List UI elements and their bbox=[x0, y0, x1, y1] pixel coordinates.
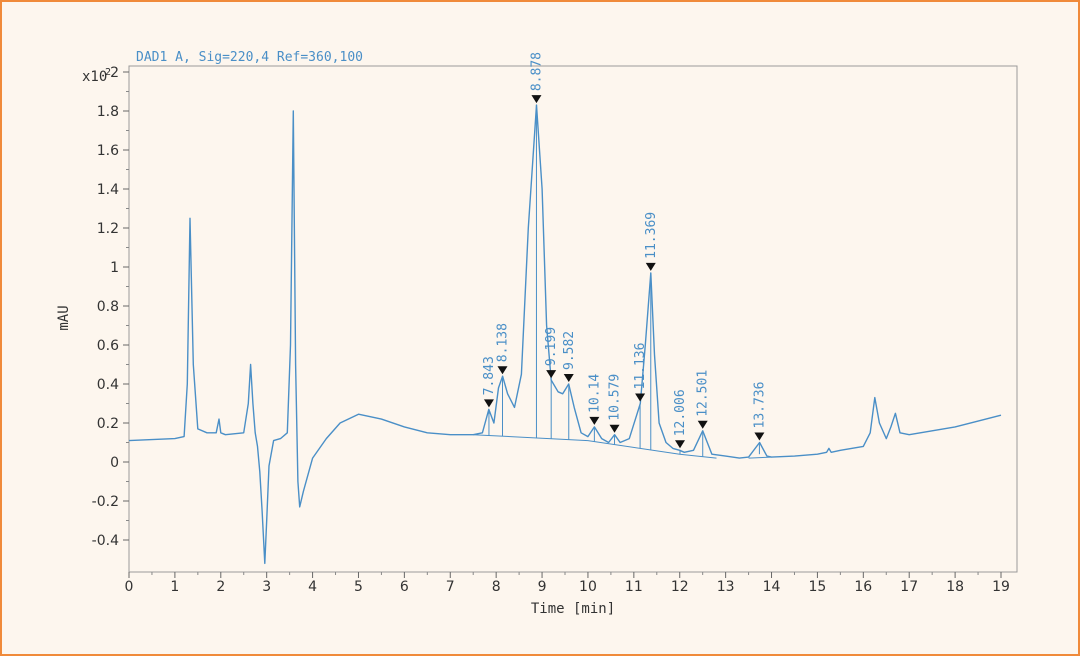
peak-marker-icon bbox=[754, 432, 765, 441]
peak-label: 13.736 bbox=[752, 382, 767, 429]
x-axis-title: Time [min] bbox=[531, 601, 615, 617]
integration-baseline-1 bbox=[748, 456, 772, 459]
x-tick-label: 18 bbox=[946, 579, 964, 595]
peak-label: 9.582 bbox=[562, 331, 577, 370]
y-tick-label: -0.2 bbox=[92, 494, 119, 510]
axes-group: 0 1 2 3 4 5 6 7 8 9 10 11 12 13 14 15 16 17 18 19-0.4-0.200… bbox=[92, 65, 1010, 595]
x-tick-label: 9 bbox=[538, 579, 547, 595]
x-tick-label: 1 bbox=[170, 579, 179, 595]
peak-label: 12.006 bbox=[673, 389, 688, 436]
y-tick-label: 1.6 bbox=[97, 143, 119, 159]
peak-label: 9.199 bbox=[544, 327, 559, 366]
y-tick-label: 0.8 bbox=[97, 299, 119, 315]
x-tick-label: 0 bbox=[125, 579, 134, 595]
signal-trace-group bbox=[128, 104, 1002, 565]
y-tick-label: -0.4 bbox=[92, 533, 119, 549]
y-tick-label: 0.2 bbox=[97, 416, 119, 432]
peak-label: 10.579 bbox=[608, 374, 623, 421]
y-exponent-label: 2 bbox=[105, 67, 111, 78]
peak-label: 11.369 bbox=[644, 212, 659, 259]
peak-marker-icon bbox=[675, 440, 686, 449]
peak-marker-icon bbox=[635, 393, 646, 402]
signal-title: DAD1 A, Sig=220,4 Ref=360,100 bbox=[136, 50, 363, 65]
y-tick-label: 0 bbox=[110, 455, 119, 471]
x-tick-label: 17 bbox=[900, 579, 918, 595]
peak-dropline-group bbox=[488, 105, 760, 457]
peak-marker-icon bbox=[497, 366, 508, 375]
x-tick-label: 19 bbox=[992, 579, 1010, 595]
x-tick-label: 12 bbox=[671, 579, 689, 595]
x-tick-label: 6 bbox=[400, 579, 409, 595]
x-tick-label: 4 bbox=[308, 579, 317, 595]
x-tick-label: 13 bbox=[717, 579, 735, 595]
y-tick-label: 2 bbox=[110, 65, 119, 81]
peak-marker-icon bbox=[483, 399, 494, 408]
peak-marker-icon bbox=[589, 416, 600, 425]
peak-label: 8.138 bbox=[495, 323, 510, 362]
y-tick-label: 1 bbox=[110, 260, 119, 276]
signal-trace-0 bbox=[128, 104, 1002, 565]
y-tick-label: 1.4 bbox=[97, 182, 119, 198]
peak-marker-icon bbox=[609, 424, 620, 433]
peak-marker-icon bbox=[531, 95, 542, 104]
peak-marker-icon bbox=[563, 374, 574, 382]
y-tick-label: 0.4 bbox=[97, 377, 119, 393]
plot-area bbox=[128, 65, 1018, 573]
x-tick-label: 14 bbox=[763, 579, 781, 595]
peak-label: 8.878 bbox=[529, 52, 544, 91]
peak-label: 10.14 bbox=[587, 374, 602, 413]
baseline-group bbox=[473, 434, 772, 459]
y-tick-label: 1.8 bbox=[97, 104, 119, 120]
x-tick-label: 3 bbox=[262, 579, 271, 595]
peak-label: 12.501 bbox=[696, 370, 711, 417]
peak-marker-icon bbox=[546, 370, 557, 379]
y-axis-title: mAU bbox=[56, 305, 72, 330]
y-tick-label: 1.2 bbox=[97, 221, 119, 237]
x-tick-label: 8 bbox=[492, 579, 501, 595]
peak-label: 7.843 bbox=[482, 356, 497, 395]
integration-baseline-0 bbox=[473, 434, 717, 459]
x-tick-label: 11 bbox=[625, 579, 643, 595]
x-tick-label: 7 bbox=[446, 579, 455, 595]
peak-marker-icon bbox=[697, 420, 708, 429]
x-tick-label: 15 bbox=[809, 579, 827, 595]
peak-marker-icon bbox=[645, 262, 656, 271]
y-multiplier-label: x10 bbox=[82, 69, 107, 85]
x-tick-label: 16 bbox=[854, 579, 872, 595]
y-tick-label: 0.6 bbox=[97, 338, 119, 354]
x-tick-label: 10 bbox=[579, 579, 597, 595]
peak-label: 11.136 bbox=[633, 343, 648, 390]
x-tick-label: 5 bbox=[354, 579, 363, 595]
x-tick-label: 2 bbox=[216, 579, 225, 595]
